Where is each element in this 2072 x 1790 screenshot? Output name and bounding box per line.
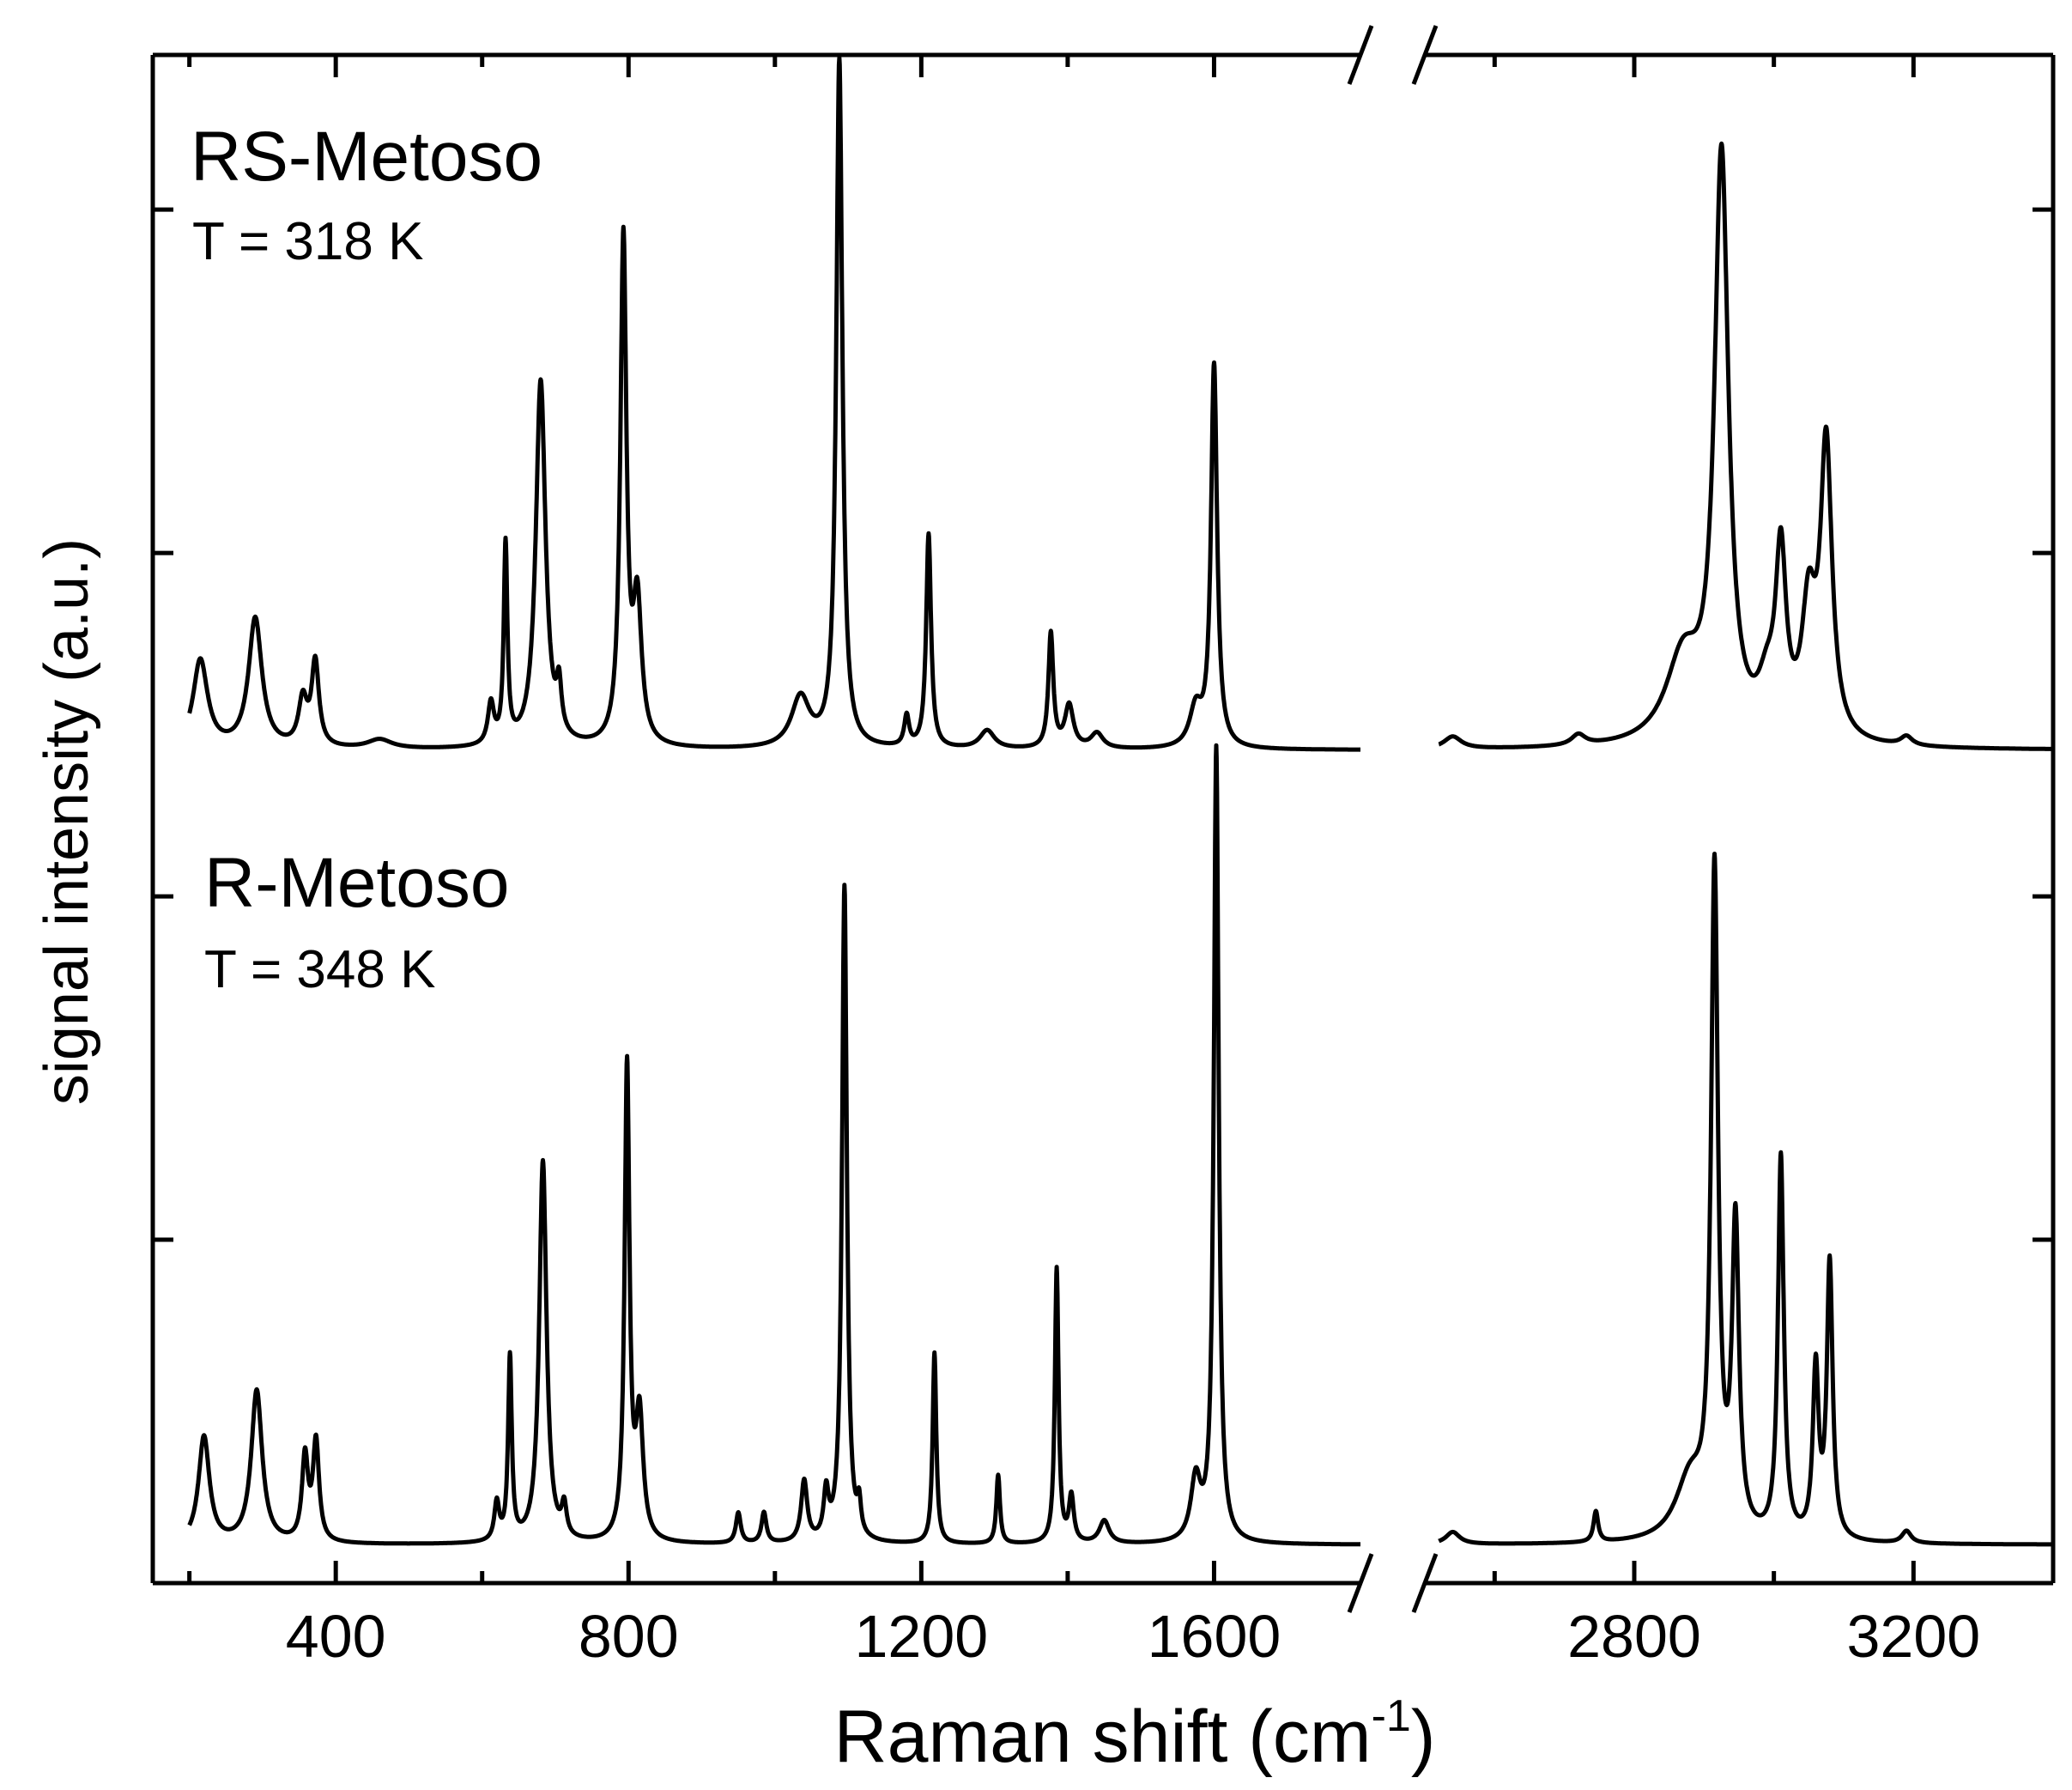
spectrum-line-rs-metoso-segment-1 — [187, 55, 1363, 752]
spectrum-line-r-metoso-segment-1 — [187, 743, 1363, 1547]
spectrum-line-rs-metoso-segment-2 — [1437, 141, 2056, 751]
y-axis-label: signal intensity (a.u.) — [33, 538, 101, 1105]
axis-break-mark-top-1 — [1347, 25, 1374, 85]
axis-break-mark-bottom-1 — [1347, 1553, 1374, 1613]
ticks-layer: 400 800 1200 1600 2800 3200 — [153, 55, 2056, 1670]
axes-layer — [150, 25, 2056, 1613]
spectra-layer — [187, 55, 2056, 1547]
x-tick-label: 1600 — [1148, 1603, 1281, 1670]
x-tick-label: 800 — [579, 1603, 679, 1670]
panel-temp-rs-metoso: T = 318 K — [192, 212, 423, 271]
x-tick-label: 3200 — [1846, 1603, 1980, 1670]
x-tick-label: 2800 — [1567, 1603, 1701, 1670]
panel-temp-r-metoso: T = 348 K — [204, 940, 435, 999]
spectrum-line-r-metoso-segment-2 — [1437, 852, 2056, 1547]
x-axis-label-end: ) — [1411, 1696, 1436, 1778]
axis-break-mark-bottom-2 — [1411, 1553, 1439, 1613]
x-axis-label-main: Raman shift (cm — [834, 1696, 1372, 1778]
panel-label-r-metoso: R-Metoso — [204, 844, 509, 922]
x-axis-label-sup: -1 — [1372, 1691, 1411, 1741]
panel-label-rs-metoso: RS-Metoso — [191, 118, 542, 196]
x-axis-label: Raman shift (cm-1) — [834, 1691, 1436, 1778]
x-tick-label: 400 — [286, 1603, 386, 1670]
axis-break-mark-top-2 — [1411, 25, 1439, 85]
x-tick-label: 1200 — [854, 1603, 988, 1670]
